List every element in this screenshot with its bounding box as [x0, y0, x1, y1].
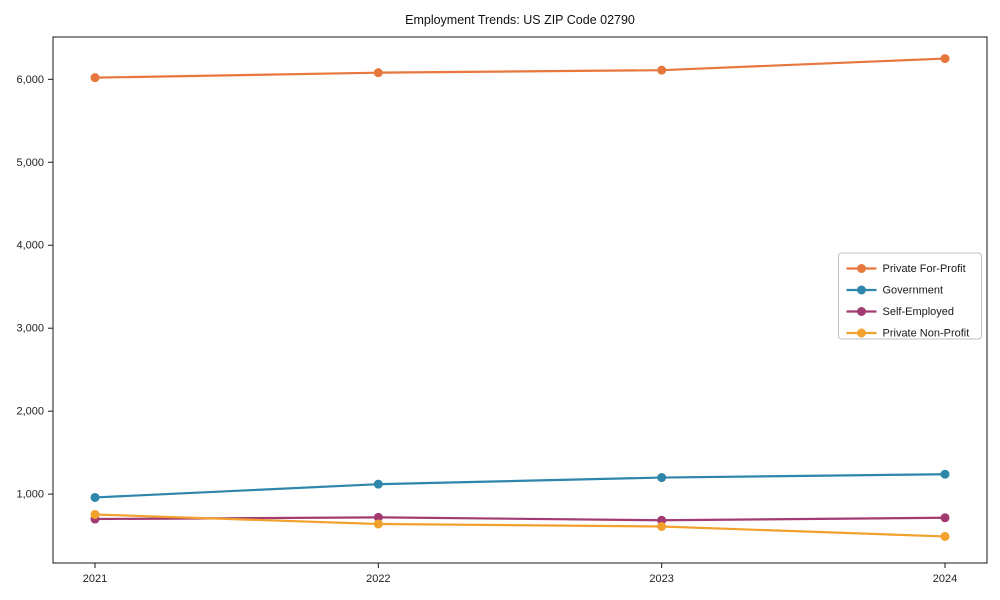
y-axis-tick-label: 1,000 [16, 489, 44, 501]
series-private-non-profit [90, 509, 950, 541]
legend-item-private-non-profit: Private Non-Profit [846, 328, 970, 340]
data-point-government-2021 [90, 492, 100, 502]
legend-marker-dot-private-non-profit [857, 328, 866, 338]
x-axis-tick-label: 2022 [366, 573, 390, 585]
data-point-government-2022 [373, 479, 383, 489]
data-point-private-non-profit-2022 [373, 519, 383, 529]
series-government [90, 469, 950, 502]
legend-marker-dot-private-for-profit [857, 264, 866, 273]
data-point-private-non-profit-2023 [657, 521, 667, 531]
x-axis-tick-label: 2023 [649, 573, 673, 585]
legend-label: Self-Employed [883, 306, 955, 318]
legend-item-self-employed: Self-Employed [846, 306, 955, 318]
legend-item-government: Government [846, 285, 944, 297]
legend-item-private-for-profit: Private For-Profit [846, 263, 966, 275]
series-line-private-non-profit [93, 513, 947, 538]
y-axis-tick-label: 3,000 [16, 323, 44, 335]
data-point-private-for-profit-2024 [940, 54, 950, 64]
y-axis-tick-label: 6,000 [16, 74, 44, 86]
x-axis-tick-label: 2021 [83, 573, 107, 585]
x-axis-tick-label: 2024 [933, 573, 957, 585]
legend-label: Private For-Profit [883, 263, 966, 275]
data-point-private-for-profit-2022 [373, 68, 383, 78]
axes-box [52, 36, 988, 564]
series-private-for-profit [90, 54, 950, 83]
y-axis-tick-label: 5,000 [16, 157, 44, 169]
data-point-self-employed-2022 [373, 512, 383, 522]
data-point-private-for-profit-2023 [657, 65, 667, 75]
legend-marker-dot-government [857, 285, 866, 295]
legend-label: Private Non-Profit [883, 328, 970, 340]
data-point-government-2023 [657, 473, 667, 483]
data-point-private-non-profit-2021 [90, 509, 100, 519]
series-line-private-for-profit [93, 57, 947, 79]
legend-box [838, 252, 982, 340]
data-point-government-2024 [940, 469, 950, 479]
legend-marker-dot-self-employed [857, 307, 866, 316]
plot-area: 1,000 2,000 3,000 4,000 5,000 6,000 2021 2022 20… [16, 36, 988, 585]
data-point-self-employed-2024 [940, 513, 950, 523]
legend-label: Government [883, 285, 944, 297]
data-point-self-employed-2023 [657, 515, 667, 525]
chart-title: Employment Trends: US ZIP Code 02790 [405, 13, 635, 27]
data-point-private-non-profit-2024 [940, 531, 950, 541]
data-point-private-for-profit-2021 [90, 73, 100, 83]
y-axis-tick-label: 4,000 [16, 240, 44, 252]
y-axis-tick-label: 2,000 [16, 406, 44, 418]
series-line-government [93, 473, 947, 499]
legend: Private For-Profit Government Self-Employe… [838, 252, 982, 340]
